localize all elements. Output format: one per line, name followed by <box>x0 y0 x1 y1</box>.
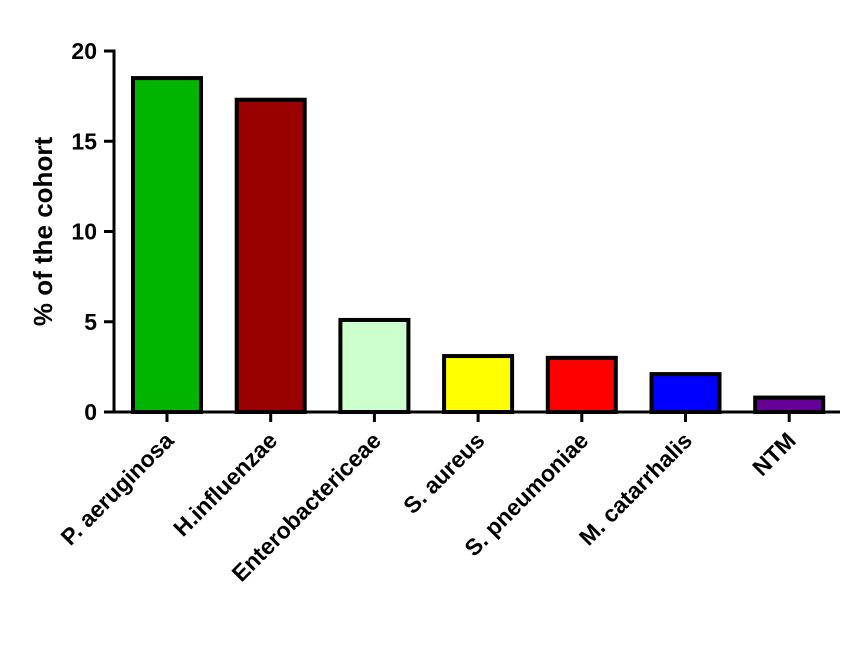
y-tick-label: 10 <box>71 219 97 245</box>
bar-ntm <box>753 395 826 414</box>
bar-h-influenzae <box>234 97 307 415</box>
bar-s-pneumoniae <box>545 355 618 415</box>
bars <box>131 76 826 415</box>
y-axis-ticks: 0 5 10 15 20 <box>71 38 114 425</box>
y-axis-title: % of the cohort <box>28 137 58 327</box>
bar-enterobactericeae <box>338 317 411 415</box>
x-axis-ticks: P. aeruginosaH.influenzaeEnterobacterice… <box>56 412 801 587</box>
bar-s-aureus <box>442 354 515 415</box>
y-tick-label: 20 <box>71 38 97 64</box>
x-category-label: P. aeruginosa <box>56 427 179 550</box>
x-category-label: NTM <box>747 427 801 481</box>
y-tick-label: 0 <box>84 399 97 425</box>
x-category-label: H.influenzae <box>168 427 282 541</box>
bar-p-aeruginosa <box>131 76 203 414</box>
bar-m-catarrhalis <box>649 372 722 414</box>
x-category-label: S. aureus <box>398 427 490 519</box>
y-tick-label: 15 <box>71 128 97 154</box>
y-tick-label: 5 <box>84 309 97 335</box>
